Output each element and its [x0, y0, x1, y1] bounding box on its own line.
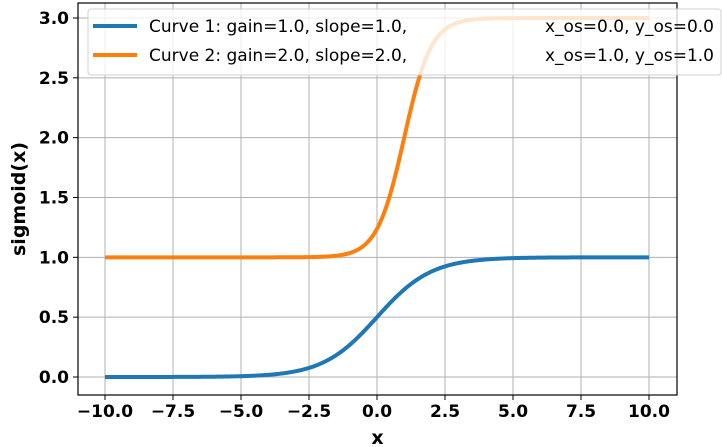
- x-tick-label: 0.0: [362, 402, 392, 422]
- x-tick-label: 10.0: [628, 402, 670, 422]
- curve-1-line: [104, 255, 650, 379]
- x-tick-label: 5.0: [498, 402, 528, 422]
- y-axis-ticks: 0.0 0.5 1.0 1.5 2.0 2.5 3.0: [39, 9, 78, 388]
- y-tick-label: 2.0: [39, 129, 69, 149]
- y-axis-label: sigmoid(x): [8, 142, 30, 256]
- y-tick-label: 1.0: [39, 248, 69, 268]
- y-tick-label: 3.0: [39, 9, 69, 29]
- x-axis-ticks: −10.0 −7.5 −5.0 −2.5 0.0 2.5 5.0 7.5 10.0: [77, 395, 670, 422]
- legend-label-offsets: x_os=1.0, y_os=1.0: [545, 46, 714, 66]
- y-tick-label: 0.0: [39, 368, 69, 388]
- x-tick-label: −5.0: [219, 402, 264, 422]
- legend-label: Curve 2: gain=2.0, slope=2.0,: [149, 46, 407, 66]
- legend-entry-curve-2: Curve 2: gain=2.0, slope=2.0, x_os=1.0, …: [93, 46, 714, 66]
- y-tick-label: 1.5: [39, 189, 69, 209]
- legend: Curve 1: gain=1.0, slope=1.0, x_os=0.0, …: [87, 8, 722, 76]
- x-tick-label: −7.5: [151, 402, 195, 422]
- y-tick-label: 0.5: [39, 308, 69, 328]
- x-tick-label: 2.5: [430, 402, 460, 422]
- x-axis-label: x: [371, 427, 383, 447]
- x-tick-label: −2.5: [287, 402, 331, 422]
- legend-label: Curve 1: gain=1.0, slope=1.0,: [149, 17, 407, 37]
- legend-label-offsets: x_os=0.0, y_os=0.0: [545, 17, 714, 37]
- x-tick-label: −10.0: [77, 402, 133, 422]
- legend-box: [87, 8, 722, 76]
- y-tick-label: 2.5: [39, 69, 69, 89]
- legend-entry-curve-1: Curve 1: gain=1.0, slope=1.0, x_os=0.0, …: [93, 17, 714, 37]
- x-tick-label: 7.5: [566, 402, 596, 422]
